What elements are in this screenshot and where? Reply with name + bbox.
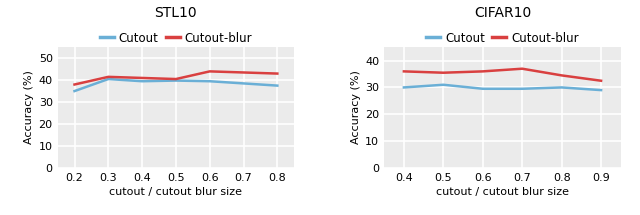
Cutout bbox=[70, 90, 78, 92]
Cutout-blur bbox=[138, 77, 146, 79]
Cutout-blur bbox=[597, 80, 605, 82]
Cutout-blur bbox=[558, 74, 566, 77]
Cutout bbox=[518, 88, 526, 90]
Cutout bbox=[597, 89, 605, 91]
X-axis label: cutout / cutout blur size: cutout / cutout blur size bbox=[436, 187, 569, 197]
Cutout bbox=[104, 78, 112, 80]
Line: Cutout: Cutout bbox=[74, 79, 277, 91]
Cutout-blur bbox=[479, 70, 486, 73]
Cutout bbox=[400, 86, 408, 89]
Cutout-blur bbox=[440, 71, 447, 74]
Line: Cutout-blur: Cutout-blur bbox=[74, 71, 277, 84]
Cutout-blur bbox=[400, 70, 408, 73]
Y-axis label: Accuracy (%): Accuracy (%) bbox=[24, 71, 35, 144]
Legend: Cutout, Cutout-blur: Cutout, Cutout-blur bbox=[100, 32, 252, 45]
Cutout-blur bbox=[172, 78, 180, 80]
Title: CIFAR10: CIFAR10 bbox=[474, 6, 531, 20]
Cutout-blur bbox=[518, 68, 526, 70]
Line: Cutout: Cutout bbox=[404, 85, 601, 90]
Line: Cutout-blur: Cutout-blur bbox=[404, 69, 601, 81]
Cutout bbox=[558, 86, 566, 89]
Y-axis label: Accuracy (%): Accuracy (%) bbox=[351, 71, 361, 144]
X-axis label: cutout / cutout blur size: cutout / cutout blur size bbox=[109, 187, 243, 197]
Cutout bbox=[206, 80, 214, 83]
Cutout bbox=[440, 83, 447, 86]
Cutout-blur bbox=[273, 72, 281, 75]
Cutout bbox=[273, 84, 281, 87]
Cutout-blur bbox=[104, 75, 112, 78]
Cutout bbox=[138, 80, 146, 83]
Cutout bbox=[172, 79, 180, 82]
Cutout-blur bbox=[206, 70, 214, 73]
Legend: Cutout, Cutout-blur: Cutout, Cutout-blur bbox=[426, 32, 579, 45]
Cutout bbox=[479, 88, 486, 90]
Cutout-blur bbox=[70, 83, 78, 86]
Cutout-blur bbox=[240, 71, 248, 74]
Cutout bbox=[240, 82, 248, 85]
Title: STL10: STL10 bbox=[155, 6, 197, 20]
